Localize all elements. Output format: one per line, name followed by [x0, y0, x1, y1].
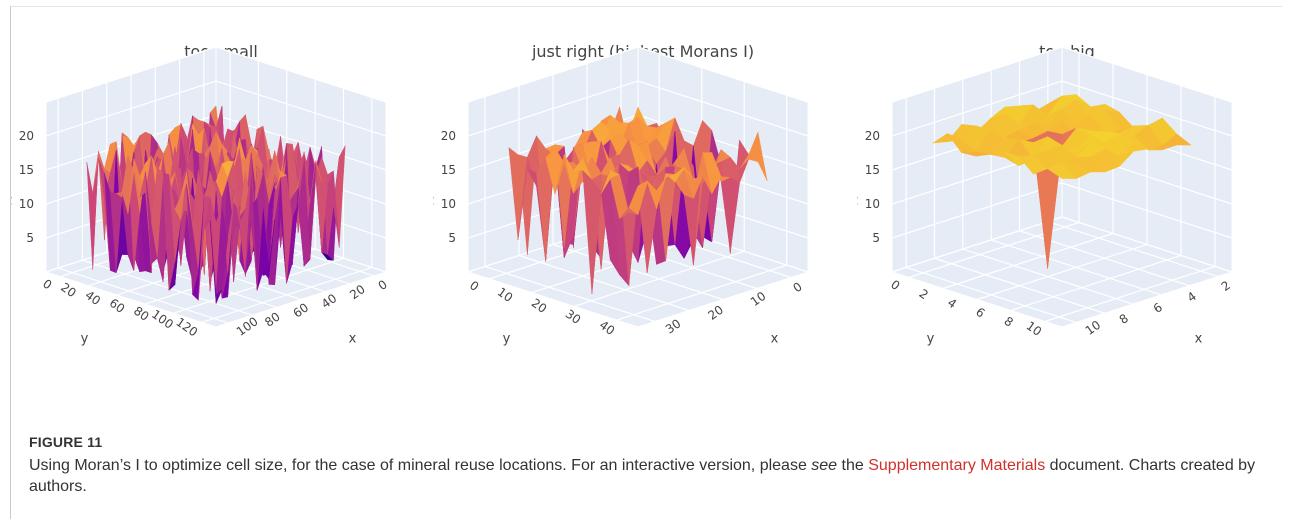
y-tick-label: 10: [1024, 319, 1045, 339]
x-tick-label: 10: [1083, 318, 1104, 338]
x-tick-label: 6: [1151, 300, 1165, 316]
chart-too-big[interactable]: too big5101520z0246810y246810x: [857, 7, 1277, 407]
y-tick-label: 2: [917, 286, 931, 302]
y-tick-label: 8: [1002, 314, 1016, 330]
supplementary-materials-link[interactable]: Supplementary Materials: [868, 457, 1046, 474]
surface-cell: [1047, 161, 1077, 179]
chart-too-small[interactable]: too small5101520z020406080100120y0204060…: [11, 7, 431, 407]
z-tick-label: 5: [872, 231, 880, 245]
y-grid-line: [155, 236, 326, 293]
x-grid-line: [1044, 265, 1216, 323]
figure-label: FIGURE 11: [29, 434, 103, 450]
z-grid-line: [637, 80, 809, 137]
z-tick-label: 5: [448, 231, 456, 245]
x-tick-label: 4: [1185, 289, 1199, 305]
y-tick-label: 0: [467, 278, 481, 294]
surface-plot[interactable]: [508, 106, 768, 294]
surface-cell: [628, 180, 648, 216]
chart-just-right[interactable]: just right (highest Morans I)5101520z010…: [433, 7, 853, 407]
z-grid-line: [215, 80, 387, 137]
y-tick-label: 0: [40, 277, 54, 293]
z-grid-line: [891, 80, 1063, 137]
y-grid-line: [484, 265, 656, 323]
z-tick-label: 10: [441, 197, 456, 211]
z-tick-label: 20: [865, 129, 880, 143]
x-tick-label: 0: [376, 277, 390, 293]
y-tick-label: 20: [58, 280, 79, 300]
y-tick-label: 10: [495, 285, 516, 305]
caption-text-1: Using Moran’s I to optimize cell size, f…: [29, 457, 812, 474]
y-grid-line: [552, 243, 724, 301]
y-tick-label: 6: [973, 305, 987, 321]
chart-panel-just-right[interactable]: just right (highest Morans I)5101520z010…: [433, 7, 853, 407]
x-axis-label: x: [1195, 331, 1203, 346]
y-tick-label: 80: [131, 304, 152, 324]
y-tick-label: 4: [945, 296, 959, 312]
x-tick-label: 60: [291, 300, 312, 320]
z-axis-label: z: [433, 194, 434, 209]
z-tick-label: 15: [441, 163, 456, 177]
z-grid-line: [891, 216, 1063, 273]
x-grid-line: [201, 266, 373, 323]
z-grid-line: [215, 46, 387, 103]
x-axis-label: x: [771, 331, 779, 346]
x-tick-label: 10: [748, 289, 769, 309]
y-grid-line: [518, 254, 690, 312]
z-tick-label: 15: [19, 163, 34, 177]
y-tick-label: 0: [888, 277, 902, 293]
z-grid-line: [891, 46, 1063, 103]
figure-caption: FIGURE 11 Using Moran’s I to optimize ce…: [29, 432, 1269, 497]
y-tick-label: 60: [107, 296, 128, 316]
x-tick-label: 80: [262, 309, 283, 329]
x-tick-label: 40: [319, 291, 340, 311]
chart-panel-too-small[interactable]: too small5101520z020406080100120y0204060…: [11, 7, 431, 407]
y-tick-label: 30: [563, 307, 584, 327]
z-axis-label: z: [857, 194, 858, 209]
x-grid-line: [616, 264, 787, 321]
z-tick-label: 10: [19, 197, 34, 211]
x-grid-line: [574, 250, 745, 307]
x-grid-line: [1010, 254, 1182, 312]
y-tick-label: 40: [82, 288, 103, 308]
z-axis-label: z: [11, 194, 12, 209]
y-grid-line: [57, 267, 229, 324]
surface-plot[interactable]: [932, 94, 1192, 269]
z-tick-label: 10: [865, 197, 880, 211]
z-tick-label: 5: [26, 231, 34, 245]
x-tick-label: 20: [347, 282, 368, 302]
x-tick-label: 0: [790, 279, 804, 295]
y-tick-label: 40: [597, 318, 618, 338]
z-tick-label: 20: [19, 129, 34, 143]
z-grid-line: [891, 182, 1063, 239]
x-grid-line: [942, 232, 1114, 290]
caption-see: see: [811, 457, 838, 474]
chart-panel-too-big[interactable]: too big5101520z0246810y246810x: [857, 7, 1277, 407]
y-axis-label: y: [81, 331, 89, 346]
z-grid-line: [637, 46, 809, 103]
x-tick-label: 20: [705, 303, 726, 323]
surface-plot[interactable]: [86, 105, 346, 304]
y-tick-label: 20: [529, 296, 550, 316]
caption-text-2: the: [837, 457, 869, 474]
z-tick-label: 20: [441, 129, 456, 143]
y-axis-label: y: [503, 331, 511, 346]
z-tick-label: 15: [865, 163, 880, 177]
figure-frame: too small5101520z020406080100120y0204060…: [10, 6, 1282, 519]
x-grid-line: [976, 243, 1148, 301]
x-axis-label: x: [349, 331, 357, 346]
y-axis-label: y: [927, 331, 935, 346]
caption-text-3: document. Charts created by authors.: [29, 457, 1256, 495]
x-tick-label: 2: [1219, 278, 1233, 294]
x-tick-label: 30: [663, 316, 684, 336]
x-tick-label: 8: [1117, 311, 1131, 327]
surface-cell: [209, 220, 223, 304]
